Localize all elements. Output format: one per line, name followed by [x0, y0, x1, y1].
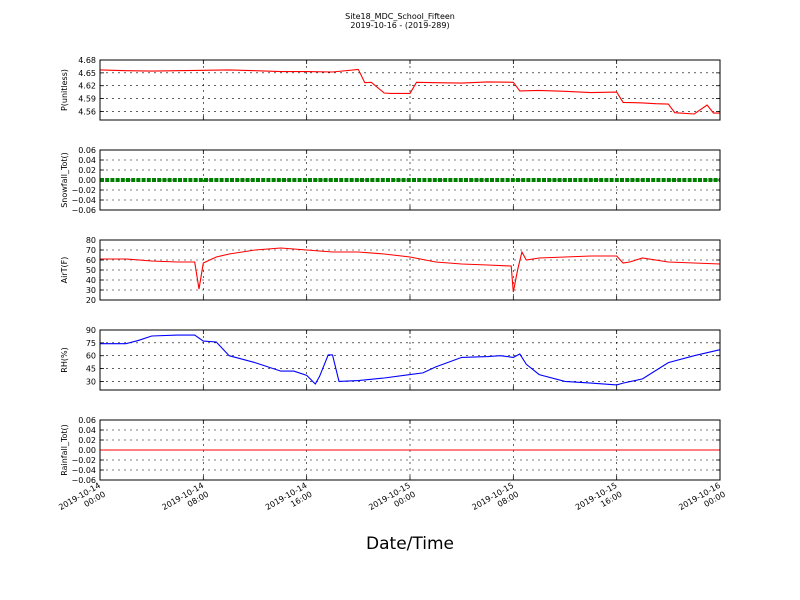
y-tick-label: −0.06	[71, 476, 96, 485]
axes-frame	[99, 59, 721, 121]
y-tick-label: −0.04	[71, 196, 96, 205]
y-tick-label: 0.04	[78, 156, 96, 165]
y-tick-label: 0.06	[78, 146, 96, 155]
y-tick-label: −0.02	[71, 186, 96, 195]
axes-frame	[99, 149, 721, 211]
axes-frame	[99, 329, 721, 391]
y-tick-label: 30	[86, 377, 96, 386]
y-tick-label: 50	[86, 266, 96, 275]
y-tick-label: 4.62	[78, 82, 96, 91]
y-axis-label: Snowfall_Tot()	[60, 152, 69, 208]
y-axis-label: RH(%)	[60, 347, 69, 372]
y-tick-label: 20	[86, 296, 96, 305]
y-tick-label: 90	[86, 326, 96, 335]
y-tick-label: 4.59	[78, 95, 96, 104]
series-line	[100, 247, 721, 293]
y-axis-label: AirT(F)	[60, 257, 69, 284]
y-tick-label: 4.65	[78, 69, 96, 78]
axes-frame	[99, 239, 721, 301]
y-axis-label: P(unitless)	[60, 69, 69, 111]
y-tick-label: 60	[86, 352, 96, 361]
y-tick-label: 0.04	[78, 426, 96, 435]
y-tick-label: 4.56	[78, 107, 96, 116]
y-tick-label: 70	[86, 246, 96, 255]
y-tick-label: 45	[86, 365, 96, 374]
x-tick-label: 2019-10-1416:00	[264, 481, 314, 521]
y-tick-label: 60	[86, 256, 96, 265]
y-tick-label: 0.02	[78, 436, 96, 445]
y-tick-label: −0.06	[71, 206, 96, 215]
x-tick-label: 2019-10-1408:00	[161, 481, 211, 521]
y-tick-label: 0.06	[78, 416, 96, 425]
y-tick-label: −0.04	[71, 466, 96, 475]
y-tick-label: 0.00	[78, 446, 96, 455]
x-axis-label: Date/Time	[366, 534, 454, 554]
y-tick-label: 30	[86, 286, 96, 295]
y-tick-label: 75	[86, 339, 96, 348]
x-tick-label: 2019-10-1500:00	[367, 481, 417, 521]
series-line	[99, 68, 720, 115]
y-tick-label: 0.00	[78, 176, 96, 185]
x-tick-label: 2019-10-1516:00	[574, 481, 624, 521]
x-tick-label: 2019-10-1508:00	[471, 481, 521, 521]
y-axis-label: Rainfall_Tot()	[60, 424, 69, 476]
y-tick-label: 40	[86, 276, 96, 285]
y-tick-label: 80	[86, 236, 96, 245]
chart-subtitle: 2019-10-16 - (2019-289)	[350, 21, 450, 30]
y-tick-label: 0.02	[78, 166, 96, 175]
x-tick-label: 2019-10-1600:00	[677, 481, 727, 521]
series-line	[100, 334, 721, 386]
y-tick-label: 4.68	[78, 56, 96, 65]
chart-title: Site18_MDC_School_Fifteen	[345, 12, 455, 21]
axes-frame	[99, 419, 721, 481]
x-tick-label: 2019-10-1400:00	[57, 481, 107, 521]
y-tick-label: −0.02	[71, 456, 96, 465]
